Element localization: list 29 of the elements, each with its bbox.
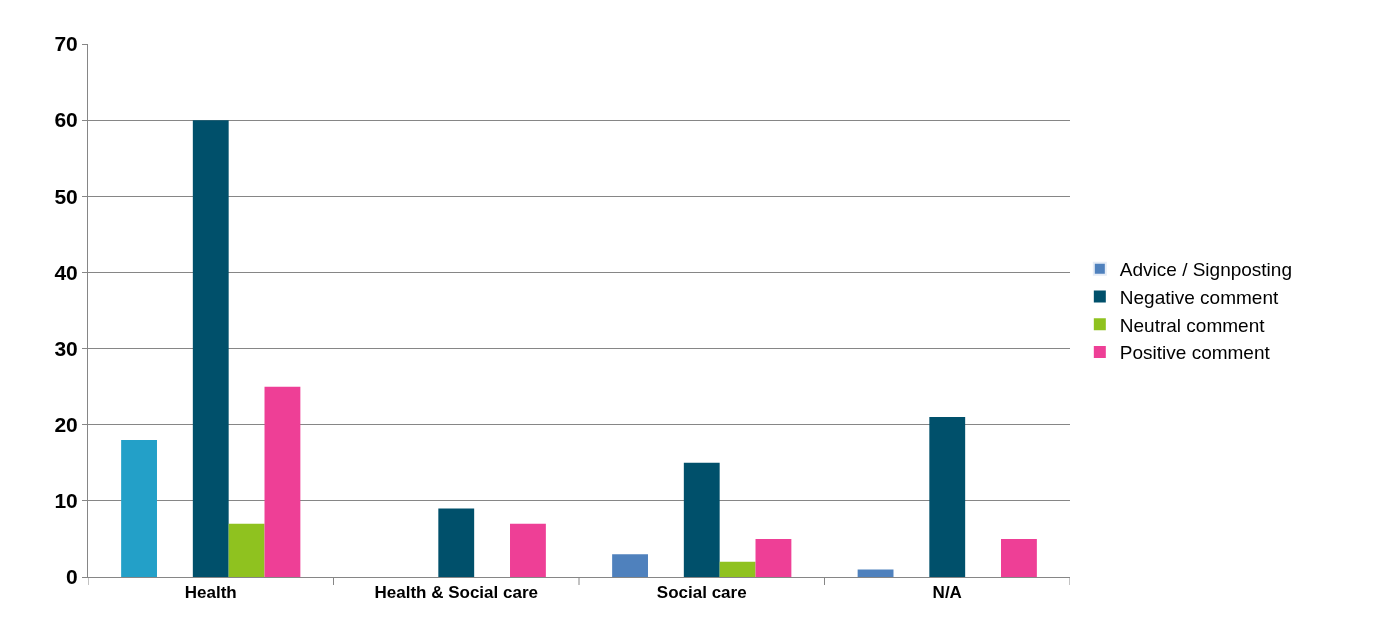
legend-label: Negative comment [1119,286,1279,308]
bar [192,120,229,577]
legend-label: Neutral comment [1119,314,1266,336]
bar [228,523,265,577]
x-tick-label: Health & Social care [374,583,538,603]
legend-label: Positive comment [1119,342,1271,364]
y-tick-label: 70 [54,32,78,56]
x-tick-label: N/A [932,583,962,603]
bar [929,417,966,577]
bar [857,569,894,577]
y-tick-label: 50 [54,184,78,208]
y-tick-label: 10 [54,489,78,513]
bar [1001,538,1037,577]
bar [683,462,720,577]
y-tick-label: 40 [54,260,78,284]
bar [121,439,157,577]
y-tick-label: 0 [66,565,78,589]
x-tick-label: Health [184,583,237,603]
bar [755,538,792,577]
y-tick-label: 60 [54,108,78,132]
bar [264,386,301,577]
y-tick-label: 20 [54,413,78,437]
bar [612,554,648,577]
bar [719,561,756,577]
bar [438,508,475,577]
legend-label: Advice / Signposting [1119,259,1292,281]
x-tick-label: Social care [656,583,747,603]
y-tick-label: 30 [54,336,78,360]
bar [510,523,546,577]
